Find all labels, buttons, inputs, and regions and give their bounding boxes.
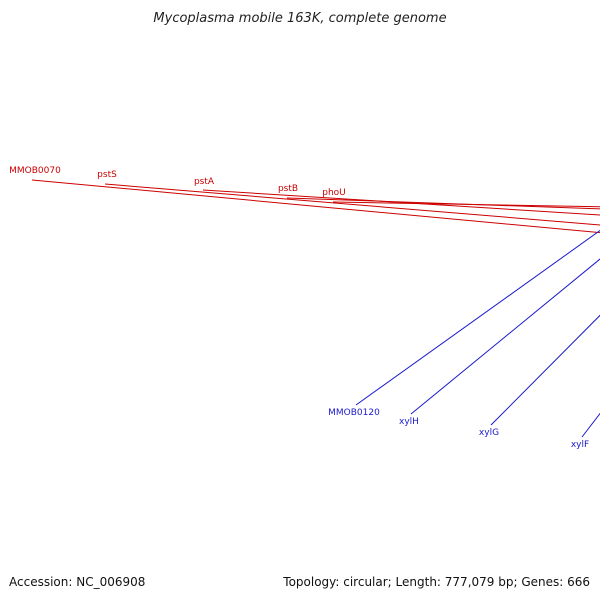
label-leader [410, 258, 600, 415]
gene-label: xylH [399, 417, 419, 427]
label-leader [355, 229, 600, 406]
label-leader [332, 201, 600, 208]
gene-labels: MMOB0070 pstS pstA pstB phoU MMOB0120 xylH xylG… [9, 166, 600, 450]
label-leader [31, 179, 600, 234]
gene-label: MMOB0070 [9, 166, 61, 176]
label-leader [202, 189, 600, 216]
gene-label: xylG [479, 428, 499, 438]
accession-text: Accession: NC_006908 [9, 575, 145, 589]
genome-summary-text: Topology: circular; Length: 777,079 bp; … [282, 575, 590, 589]
label-leader [490, 314, 600, 426]
gene-label: pstB [278, 184, 298, 194]
map-title: Mycoplasma mobile 163K, complete genome [153, 11, 446, 26]
gene-label: xylF [571, 440, 589, 450]
label-leader [581, 412, 600, 438]
gene-label: phoU [322, 188, 346, 198]
gene-label: MMOB0120 [328, 408, 380, 418]
label-leader [286, 197, 600, 210]
gene-label: pstA [194, 177, 215, 187]
label-leader [104, 183, 600, 226]
gene-label: pstS [97, 170, 117, 180]
